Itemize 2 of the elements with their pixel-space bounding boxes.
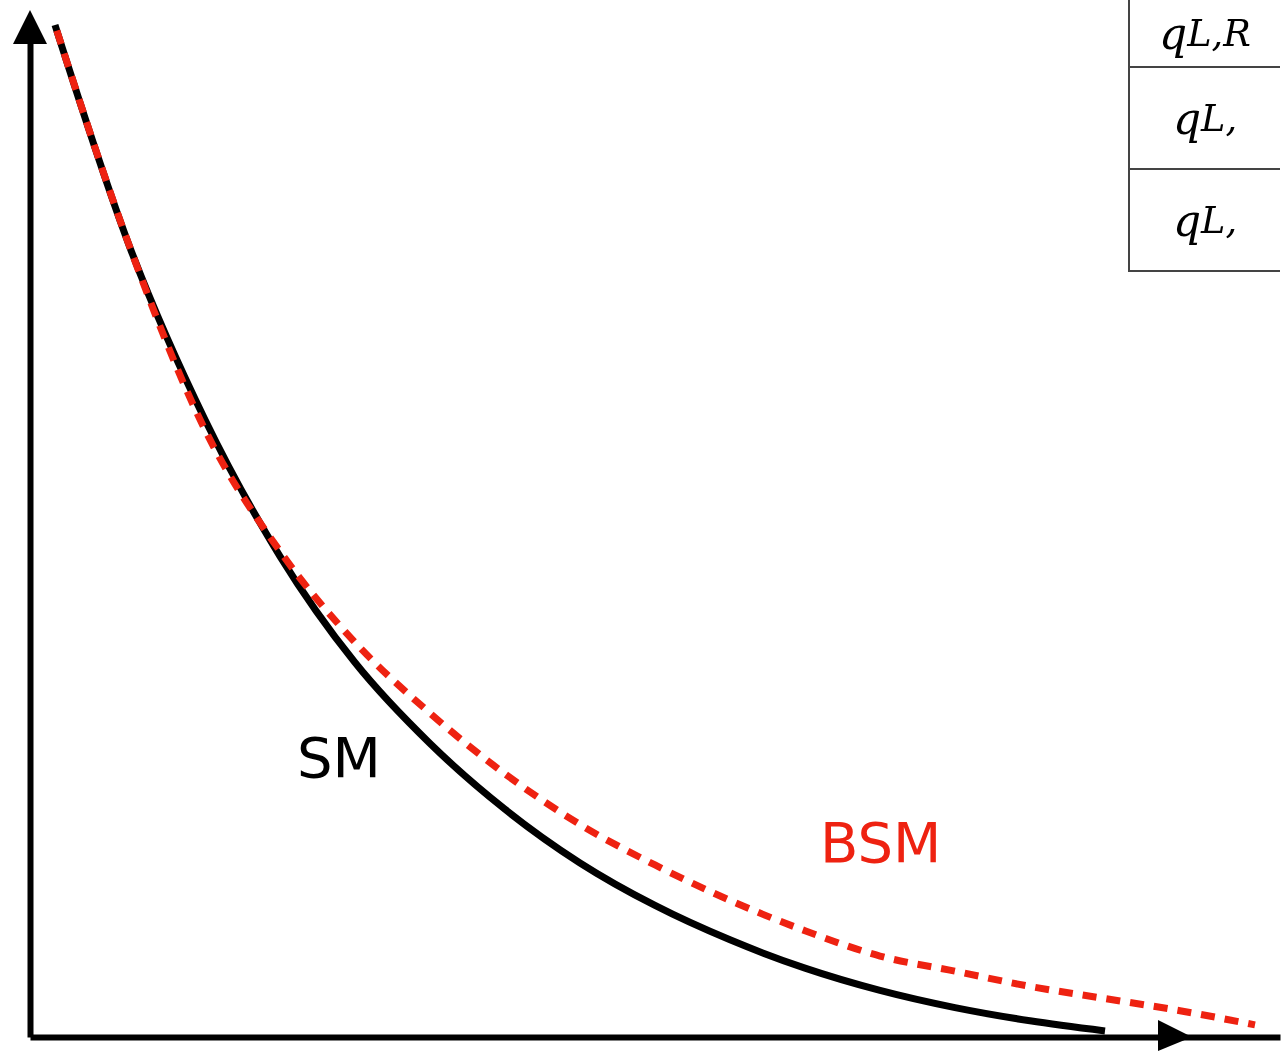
series-label: SM	[297, 725, 381, 790]
series-label: BSM	[820, 810, 942, 875]
